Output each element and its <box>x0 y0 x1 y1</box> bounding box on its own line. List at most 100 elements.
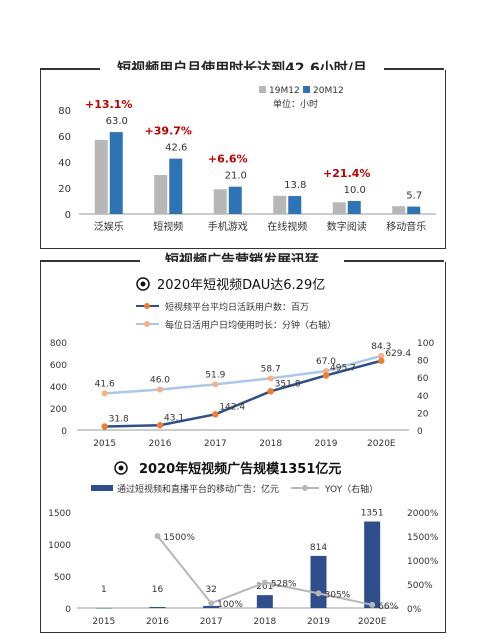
point-time <box>157 386 163 393</box>
y2-tick-label: 1500% <box>407 533 439 543</box>
y-tick-label: 600 <box>50 361 67 371</box>
dau-line-chart: 2020年短视频DAU达6.29亿短视频平台平均日活跃用户数：百万每位日活用户日… <box>50 277 434 449</box>
data-label-yoy: 528% <box>271 580 297 590</box>
point-time <box>212 381 219 388</box>
point-yoy <box>208 600 215 607</box>
y-tick-label: 60 <box>58 132 71 143</box>
y2-tick-label: 20 <box>417 409 429 419</box>
bar-20m12 <box>169 158 183 214</box>
y-tick-label: 0 <box>61 427 67 437</box>
title-bullet-dot <box>118 465 124 471</box>
legend-marker-time <box>144 321 150 327</box>
data-label-time: 41.6 <box>95 379 115 389</box>
data-label-dau: 43.1 <box>164 413 184 423</box>
y2-tick-label: 0% <box>407 605 422 615</box>
value-label: 42.6 <box>165 143 187 154</box>
bar-ads <box>149 606 166 608</box>
bar-value-label: 16 <box>152 585 164 595</box>
data-label-yoy: 100% <box>217 600 243 610</box>
headline2-rule-right <box>344 260 444 262</box>
legend-label-19m12: 19M12 <box>269 86 300 96</box>
x-tick-label: 2016 <box>146 617 169 627</box>
point-time <box>101 390 108 397</box>
value-label: 10.0 <box>344 185 366 196</box>
headline2-rule-left <box>40 260 140 262</box>
point-yoy <box>369 601 376 608</box>
point-time <box>378 352 385 359</box>
y-tick-label: 40 <box>58 158 71 169</box>
x-category-label: 移动音乐 <box>386 220 426 233</box>
data-label-time: 67.0 <box>316 357 336 367</box>
unit-label: 单位：小时 <box>273 98 318 110</box>
y2-tick-label: 0 <box>417 427 423 437</box>
legend-label-time: 每位日活用户日均使用时长：分钟（右轴） <box>165 319 336 331</box>
x-category-label: 短视频 <box>153 220 183 233</box>
bar-19m12 <box>392 206 406 214</box>
y2-tick-label: 2000% <box>407 509 439 519</box>
point-dau <box>101 423 108 430</box>
title-bullet-dot <box>140 281 146 287</box>
chart-title: 2020年短视频DAU达6.29亿 <box>157 278 325 293</box>
data-label-yoy: 66% <box>378 602 398 612</box>
growth-label: +21.4% <box>323 167 370 180</box>
x-tick-label: 2015 <box>93 439 116 449</box>
bar-ads <box>256 595 273 608</box>
bar-20m12 <box>347 201 361 214</box>
bar-20m12 <box>407 206 421 214</box>
y-tick-label: 200 <box>50 405 67 415</box>
bar-ads <box>203 605 220 608</box>
legend-swatch-ads <box>91 485 113 491</box>
legend-swatch-20m12 <box>303 86 310 93</box>
value-label: 5.7 <box>406 191 422 202</box>
bar-20m12 <box>109 132 123 214</box>
bar-value-label: 201 <box>256 582 273 592</box>
y2-tick-label: 80 <box>417 357 429 367</box>
chart-title: 2020年短视频广告规模1351亿元 <box>139 461 341 477</box>
series-line-time <box>104 354 382 395</box>
legend-marker-yoy <box>302 485 308 491</box>
title-bullet-ring <box>136 277 150 291</box>
growth-label: +13.1% <box>85 98 132 111</box>
point-time <box>267 375 274 382</box>
headline1-rule-left <box>40 68 100 70</box>
y2-tick-label: 60 <box>417 374 429 384</box>
legend-label-yoy: YOY（右轴） <box>324 483 378 495</box>
x-category-label: 手机游戏 <box>208 220 248 233</box>
data-label-dau: 351.8 <box>275 379 301 389</box>
x-tick-label: 2017 <box>200 617 223 627</box>
bar-19m12 <box>273 195 287 214</box>
bar-ads <box>364 521 381 608</box>
data-label-time: 84.3 <box>371 342 391 352</box>
y2-tick-label: 1000% <box>407 557 439 567</box>
headline1-rule-right <box>384 68 444 70</box>
series-line-dau <box>104 359 382 428</box>
y-tick-label: 1500 <box>48 509 71 519</box>
x-tick-label: 2018 <box>253 617 276 627</box>
x-category-label: 在线视频 <box>267 220 307 233</box>
legend-label-20m12: 20M12 <box>313 86 344 96</box>
data-label-time: 51.9 <box>205 370 225 380</box>
y-tick-label: 20 <box>58 184 71 195</box>
bar-19m12 <box>332 202 346 214</box>
y-tick-label: 400 <box>50 383 67 393</box>
usage-bar-chart: 0 20 40 60 80 63.0 +13.1% 泛娱乐 42.6 +39.7% 短视频 21.0 +… <box>58 86 436 233</box>
y2-tick-label: 500% <box>407 581 433 591</box>
usage-panel: 0 20 40 60 80 63.0 +13.1% 泛娱乐 42.6 +39.7% 短视频 21.0 +… <box>40 70 446 249</box>
value-label: 21.0 <box>225 171 247 182</box>
y-tick-label: 500 <box>54 573 71 583</box>
data-label-dau: 495.7 <box>330 363 356 373</box>
x-tick-label: 2020E <box>358 617 387 627</box>
point-dau <box>267 388 274 395</box>
x-tick-label: 2017 <box>204 439 227 449</box>
y-tick-label: 80 <box>58 106 71 117</box>
x-tick-label: 2019 <box>315 439 338 449</box>
x-tick-label: 2015 <box>92 617 115 627</box>
point-yoy <box>315 590 322 597</box>
y-tick-label: 1000 <box>48 541 71 551</box>
point-dau <box>378 357 385 364</box>
point-dau <box>322 372 330 379</box>
bar-ads <box>95 607 112 609</box>
legend-marker-dau <box>144 303 150 309</box>
bar-19m12 <box>213 189 227 214</box>
legend-swatch-19m12 <box>259 86 266 93</box>
